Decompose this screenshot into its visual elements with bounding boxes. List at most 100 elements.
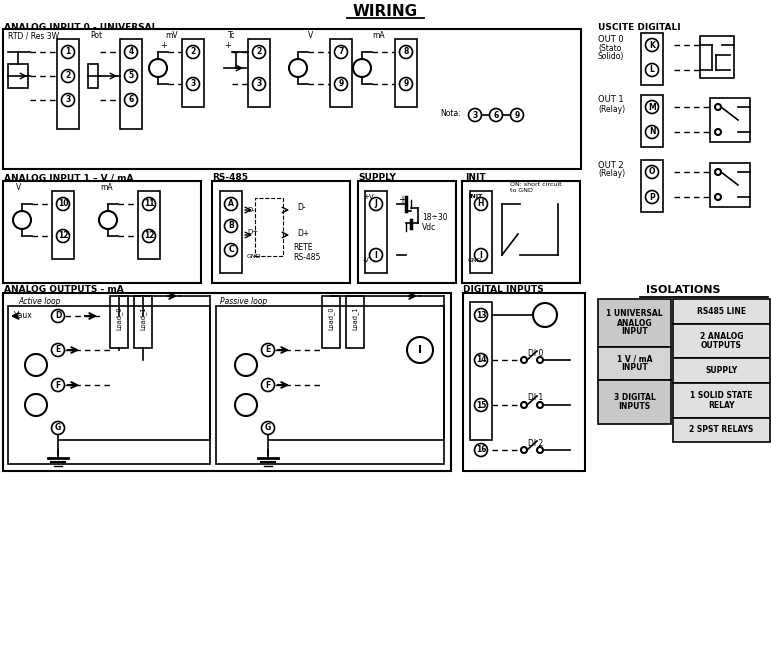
Text: Load_0: Load_0	[328, 307, 335, 330]
Bar	[598, 347, 671, 380]
Text: RTD / Res 3W: RTD / Res 3W	[8, 32, 59, 40]
Text: 3: 3	[473, 111, 477, 119]
Circle shape	[224, 244, 237, 257]
Circle shape	[143, 198, 156, 211]
Text: 1 SOLID STATE: 1 SOLID STATE	[690, 391, 752, 400]
Text: 9: 9	[403, 80, 409, 89]
Bar	[120, 39, 142, 129]
Bar	[641, 160, 663, 212]
Text: 2: 2	[66, 71, 71, 80]
Text: 2: 2	[257, 47, 261, 56]
Circle shape	[645, 38, 658, 51]
Text: RS-485: RS-485	[293, 253, 321, 262]
Bar	[3, 181, 201, 283]
Text: N: N	[648, 128, 655, 137]
Text: INIT: INIT	[465, 174, 486, 183]
Text: 5: 5	[129, 71, 133, 80]
Text: Tc: Tc	[228, 32, 235, 40]
Text: 2: 2	[190, 47, 196, 56]
Text: ISOLATIONS: ISOLATIONS	[646, 285, 720, 295]
Bar	[52, 191, 74, 259]
Bar	[673, 324, 770, 358]
Circle shape	[521, 357, 527, 363]
Text: SUPPLY: SUPPLY	[705, 366, 738, 375]
Text: RELAY: RELAY	[709, 400, 735, 410]
Circle shape	[124, 93, 137, 106]
Circle shape	[62, 45, 75, 58]
Circle shape	[224, 220, 237, 233]
Circle shape	[469, 108, 482, 122]
Bar	[134, 296, 152, 348]
Text: Passive loop: Passive loop	[220, 297, 268, 305]
Bar	[248, 39, 270, 107]
Circle shape	[52, 343, 65, 356]
Text: -V: -V	[363, 257, 370, 263]
Circle shape	[99, 211, 117, 229]
Bar	[88, 64, 98, 88]
Text: 2 SPST RELAYS: 2 SPST RELAYS	[689, 426, 753, 435]
Text: GND: GND	[468, 257, 483, 262]
Circle shape	[187, 45, 200, 58]
Bar	[673, 358, 770, 383]
Text: E: E	[265, 345, 271, 354]
Text: J: J	[375, 200, 378, 209]
Text: E: E	[56, 345, 61, 354]
Bar	[8, 64, 28, 88]
Text: OUT 0: OUT 0	[598, 36, 624, 45]
Circle shape	[149, 59, 167, 77]
Circle shape	[369, 198, 382, 211]
Bar	[463, 293, 585, 471]
Circle shape	[62, 93, 75, 106]
Text: DI 0: DI 0	[528, 349, 544, 358]
Bar	[710, 163, 750, 207]
Text: 18÷30: 18÷30	[422, 213, 448, 222]
Text: Load_0: Load_0	[116, 307, 123, 330]
Bar	[700, 36, 734, 78]
Bar	[641, 33, 663, 85]
Circle shape	[289, 59, 307, 77]
Text: C: C	[228, 246, 234, 255]
Bar	[598, 299, 671, 347]
Text: Vdc: Vdc	[422, 222, 436, 231]
Text: SUPPLY: SUPPLY	[358, 174, 396, 183]
Text: ANALOG INPUT 1 – V / mA: ANALOG INPUT 1 – V / mA	[4, 174, 133, 183]
Text: USCITE DIGITALI: USCITE DIGITALI	[598, 23, 681, 32]
Circle shape	[13, 211, 31, 229]
Circle shape	[715, 169, 721, 175]
Circle shape	[25, 354, 47, 376]
Bar	[255, 198, 283, 256]
Text: G: G	[265, 424, 271, 432]
Circle shape	[645, 191, 658, 203]
Text: 3: 3	[190, 80, 196, 89]
Text: D: D	[55, 312, 61, 321]
Text: D+: D+	[297, 229, 309, 238]
Circle shape	[261, 421, 274, 435]
Text: A: A	[228, 200, 234, 209]
Text: INPUT: INPUT	[621, 364, 648, 373]
Circle shape	[474, 354, 487, 367]
Bar	[220, 191, 242, 273]
Circle shape	[187, 78, 200, 91]
Text: O: O	[648, 167, 655, 176]
Circle shape	[261, 378, 274, 391]
Text: +V: +V	[363, 194, 374, 200]
Text: 3: 3	[257, 80, 261, 89]
Circle shape	[510, 108, 524, 122]
Text: 1: 1	[66, 47, 71, 56]
Bar	[598, 380, 671, 424]
Circle shape	[335, 78, 348, 91]
Text: OUT 1: OUT 1	[598, 95, 624, 104]
Circle shape	[645, 64, 658, 76]
Circle shape	[235, 394, 257, 416]
Bar	[182, 39, 204, 107]
Text: D-: D-	[247, 207, 254, 213]
Bar	[3, 293, 451, 471]
Circle shape	[645, 100, 658, 113]
Text: 4: 4	[129, 47, 133, 56]
Bar	[212, 181, 350, 283]
Circle shape	[645, 165, 658, 178]
Text: (Stato: (Stato	[598, 45, 621, 54]
Text: ON: short circuit: ON: short circuit	[510, 181, 561, 187]
Text: 9: 9	[514, 111, 520, 119]
Circle shape	[52, 310, 65, 323]
